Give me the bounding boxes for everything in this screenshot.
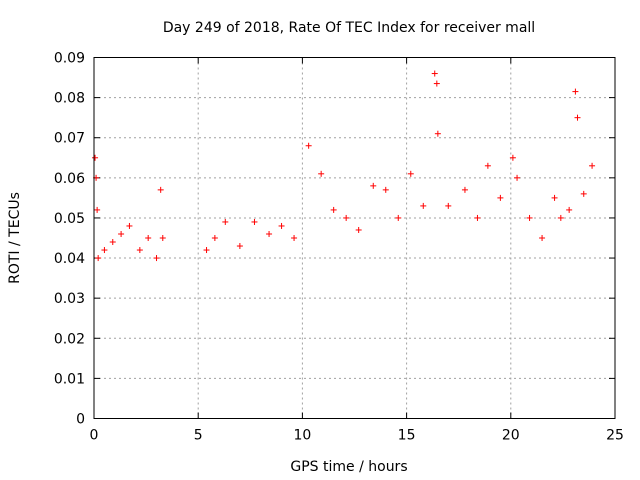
data-point — [420, 202, 427, 209]
x-tick-label: 10 — [293, 428, 311, 444]
data-point — [355, 226, 362, 233]
tick-labels: 0 5 10 15 20 25 0 0.01 0.02 0.03 0.04 0.05 0.06 0.07 0… — [54, 51, 624, 444]
plot-frame — [93, 57, 616, 419]
y-tick-label: 0 — [76, 412, 85, 428]
data-point — [343, 214, 350, 221]
data-point — [278, 222, 285, 229]
y-tick-label: 0.02 — [54, 331, 85, 347]
data-point — [222, 218, 229, 225]
data-point — [434, 130, 441, 137]
data-point — [109, 239, 116, 246]
data-point — [431, 70, 438, 77]
x-tick-label: 25 — [606, 428, 624, 444]
grid-lines — [94, 57, 615, 419]
data-point — [118, 230, 125, 237]
x-tick-label: 15 — [398, 428, 416, 444]
data-point — [145, 235, 152, 241]
y-tick-label: 0.04 — [54, 251, 85, 267]
data-point — [159, 235, 166, 241]
data-point — [514, 174, 521, 181]
data-point — [330, 206, 337, 213]
data-point — [445, 202, 452, 209]
data-point — [566, 206, 573, 213]
data-point — [539, 235, 546, 241]
data-point — [382, 186, 389, 193]
data-point — [461, 186, 468, 193]
data-point — [474, 214, 481, 221]
y-tick-label: 0.06 — [54, 171, 85, 187]
data-point — [484, 162, 491, 169]
data-point — [572, 88, 579, 95]
data-point — [157, 186, 164, 193]
data-point — [203, 247, 210, 254]
data-point — [95, 255, 102, 262]
x-tick-label: 5 — [194, 428, 203, 444]
y-tick-label: 0.08 — [54, 91, 85, 107]
data-point — [153, 255, 160, 262]
data-point — [251, 218, 258, 225]
data-point — [266, 230, 273, 237]
y-tick-label: 0.05 — [54, 211, 85, 227]
data-point — [101, 247, 108, 254]
data-point — [526, 214, 533, 221]
y-tick-label: 0.09 — [54, 51, 85, 67]
x-tick-label: 0 — [90, 428, 99, 444]
data-point — [433, 80, 440, 87]
x-axis-title: GPS time / hours — [290, 459, 407, 475]
data-point — [557, 214, 564, 221]
chart-title: Day 249 of 2018, Rate Of TEC Index for r… — [163, 20, 535, 36]
data-point — [497, 194, 504, 201]
data-point — [136, 247, 143, 254]
y-tick-label: 0.03 — [54, 291, 85, 307]
data-point — [126, 222, 133, 229]
data-point — [305, 142, 312, 149]
data-point — [370, 182, 377, 189]
data-point — [395, 214, 402, 221]
data-point — [574, 114, 581, 121]
y-tick-label: 0.01 — [54, 371, 85, 387]
data-point — [407, 170, 414, 177]
data-point — [236, 243, 243, 250]
data-point — [551, 194, 558, 201]
y-tick-label: 0.07 — [54, 131, 85, 147]
data-point — [589, 162, 596, 169]
x-tick-label: 20 — [502, 428, 520, 444]
data-point — [291, 235, 298, 241]
data-point — [211, 235, 218, 241]
data-point — [92, 154, 99, 161]
data-point — [94, 206, 101, 213]
y-axis-title: ROTI / TECUs — [7, 192, 23, 284]
data-point — [318, 170, 325, 177]
data-point — [509, 154, 516, 161]
data-point — [580, 190, 587, 197]
data-points — [92, 70, 596, 262]
